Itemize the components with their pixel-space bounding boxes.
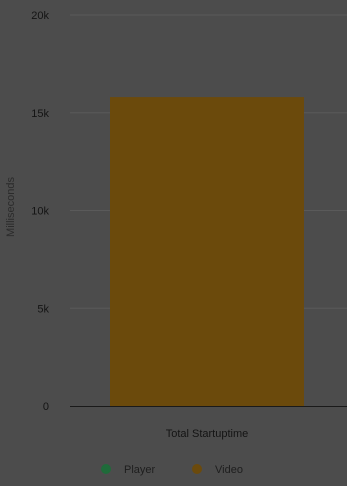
y-tick-label: 20k — [31, 10, 49, 22]
y-tick-label: 5k — [37, 303, 49, 315]
legend-item-player[interactable]: Player — [101, 464, 156, 476]
y-tick-label: 15k — [31, 108, 49, 120]
bar-video[interactable] — [110, 97, 304, 407]
legend-label: Video — [215, 464, 243, 476]
legend-swatch — [192, 464, 202, 474]
y-tick-label: 0 — [43, 401, 49, 413]
legend: Player Video — [101, 464, 243, 476]
x-axis-categories: Total Startuptime — [166, 428, 249, 440]
y-tick-label: 10k — [31, 206, 49, 218]
bars — [110, 97, 304, 407]
legend-swatch — [101, 464, 111, 474]
y-axis-ticks: 0 5k 10k 15k 20k — [31, 10, 49, 413]
legend-label: Player — [124, 464, 156, 476]
legend-item-video[interactable]: Video — [192, 464, 243, 476]
x-category-label: Total Startuptime — [166, 428, 249, 440]
y-axis-title: Milliseconds — [5, 177, 17, 237]
